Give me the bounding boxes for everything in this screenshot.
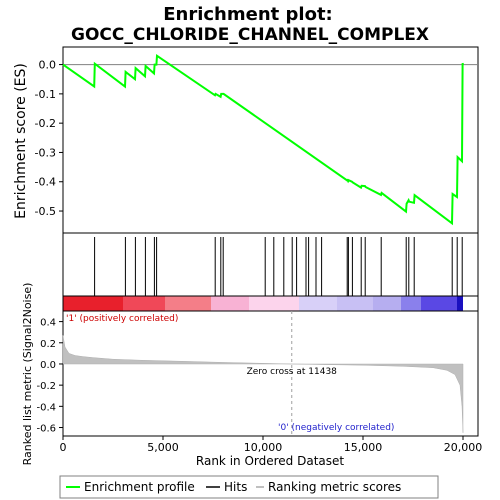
chart-subtitle: GOCC_CHLORIDE_CHANNEL_COMPLEX: [71, 25, 429, 45]
enrichment-profile-line: [62, 53, 464, 226]
ranking-bar-segment: [165, 296, 211, 311]
metric-y-tick-label: -0.4: [36, 402, 56, 413]
hits-panel: [62, 232, 479, 297]
enrichment-y-tick-label: 0.0: [39, 59, 57, 72]
ranking-bar-segment: [249, 296, 299, 311]
enrichment-y-tick-label: -0.2: [35, 117, 56, 130]
x-axis-label: Rank in Ordered Dataset: [196, 454, 344, 468]
metric-y-tick-label: -0.6: [36, 424, 56, 435]
chart-title: Enrichment plot:: [163, 4, 333, 25]
x-tick-label: 5,000: [147, 441, 179, 454]
x-tick-label: 20,000: [444, 441, 483, 454]
enrichment-y-tick-label: -0.3: [35, 146, 56, 159]
legend-enrichment-label: Enrichment profile: [84, 480, 195, 494]
x-tick-label: 0: [60, 441, 67, 454]
metric-y-axis-label: Ranked list metric (Signal2Noise): [21, 283, 34, 466]
metric-y-ticks: 0.4 0.2 0.0 -0.2 -0.4 -0.6: [36, 318, 63, 435]
x-axis-ticks: 0 5,000 10,000 15,000 20,000: [60, 436, 483, 454]
ranking-bar-segment: [63, 296, 123, 311]
metric-panel: Zero cross at 11438 '1' (positively corr…: [21, 283, 482, 468]
enrichment-panel: 0.0 -0.1 -0.2 -0.3 -0.4 -0.5 Enrichment score…: [13, 46, 479, 234]
ranking-bar-segment: [457, 296, 463, 311]
ranking-metric-area: [62, 335, 464, 433]
ranking-bar-segment: [373, 296, 401, 311]
ranking-bar-segment: [123, 296, 165, 311]
enrichment-y-tick-label: -0.1: [35, 88, 56, 101]
enrichment-y-axis-label: Enrichment score (ES): [13, 63, 29, 219]
ranking-color-bar: [63, 296, 463, 311]
ranking-bar-segment: [401, 296, 421, 311]
legend-hits-label: Hits: [224, 480, 247, 494]
zero-cross-label: Zero cross at 11438: [247, 367, 338, 377]
x-tick-label: 10,000: [244, 441, 283, 454]
ranking-bar-segment: [299, 296, 337, 311]
metric-y-tick-label: 0.2: [40, 339, 56, 350]
x-tick-label: 15,000: [344, 441, 383, 454]
metric-panel-frame: [62, 310, 479, 437]
hit-lines: [94, 237, 463, 296]
ranking-bar-segment: [337, 296, 373, 311]
enrichment-y-tick-label: -0.4: [35, 176, 56, 189]
positive-correlation-label: '1' (positively correlated): [66, 314, 178, 324]
metric-y-tick-label: 0.4: [40, 318, 56, 329]
enrichment-y-tick-label: -0.5: [35, 205, 56, 218]
legend: Enrichment profile Hits Ranking metric s…: [59, 475, 439, 499]
ranking-bar-segment: [421, 296, 457, 311]
ranking-bar-segment: [211, 296, 249, 311]
metric-y-tick-label: 0.0: [40, 360, 56, 371]
metric-y-tick-label: -0.2: [36, 381, 56, 392]
legend-frame: [59, 475, 439, 499]
enrichment-y-ticks: 0.0 -0.1 -0.2 -0.3 -0.4 -0.5: [35, 59, 63, 218]
negative-correlation-label: '0' (negatively correlated): [278, 423, 394, 433]
legend-metric-label: Ranking metric scores: [268, 480, 401, 494]
